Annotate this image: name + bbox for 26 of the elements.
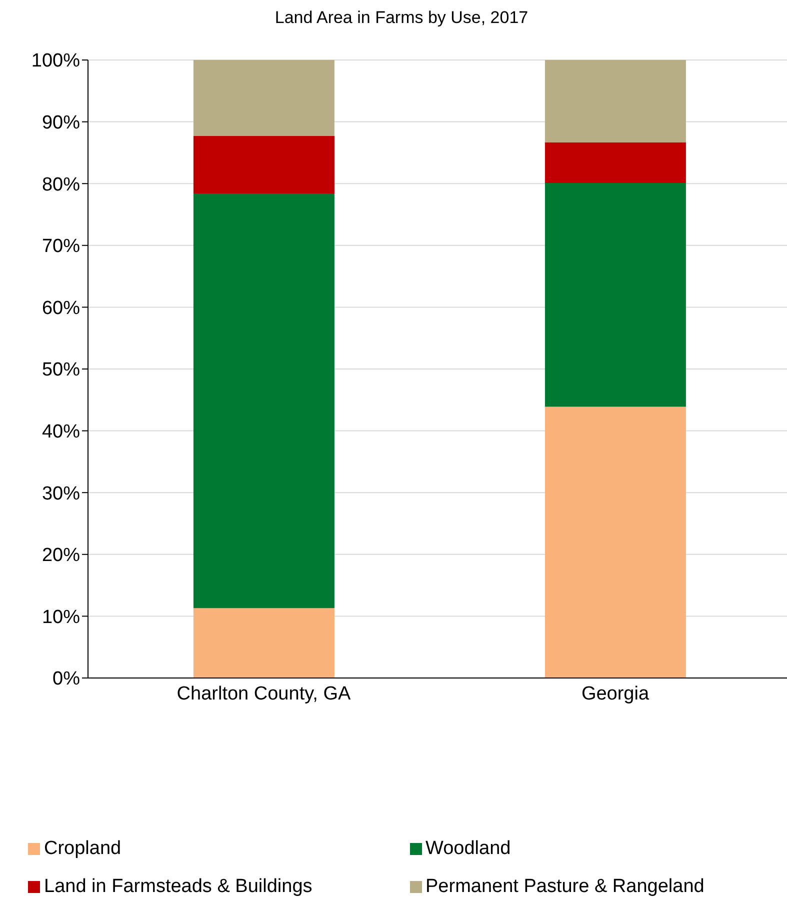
bar [193, 136, 334, 194]
bar [193, 60, 334, 136]
y-tick-label: 0% [52, 668, 80, 690]
legend-label: Woodland [426, 838, 511, 860]
legend-label: Cropland [44, 838, 122, 860]
y-tick-label: 50% [42, 360, 80, 381]
bar [544, 182, 686, 407]
bar [193, 608, 334, 678]
legend-label: Permanent Pasture & Rangeland [426, 876, 704, 898]
bar [544, 142, 686, 183]
x-tick-label: Charlton County, GA [176, 683, 352, 704]
y-tick-label: 90% [42, 112, 80, 134]
bar [544, 406, 686, 678]
bar [193, 193, 334, 608]
y-tick-label: 20% [42, 545, 80, 566]
y-tick-label: 30% [42, 483, 80, 504]
chart-title: Land Area in Farms by Use, 2017 [274, 8, 530, 28]
bar [544, 60, 686, 142]
y-tick-label: 80% [42, 174, 80, 196]
y-tick-label: 40% [42, 422, 80, 443]
legend-label: Land in Farmsteads & Buildings [44, 876, 312, 898]
x-tick-label: Georgia [581, 683, 650, 704]
y-tick-label: 60% [42, 298, 80, 319]
y-tick-label: 100% [31, 50, 80, 72]
y-tick-label: 10% [42, 606, 80, 628]
y-tick-label: 70% [42, 236, 80, 258]
